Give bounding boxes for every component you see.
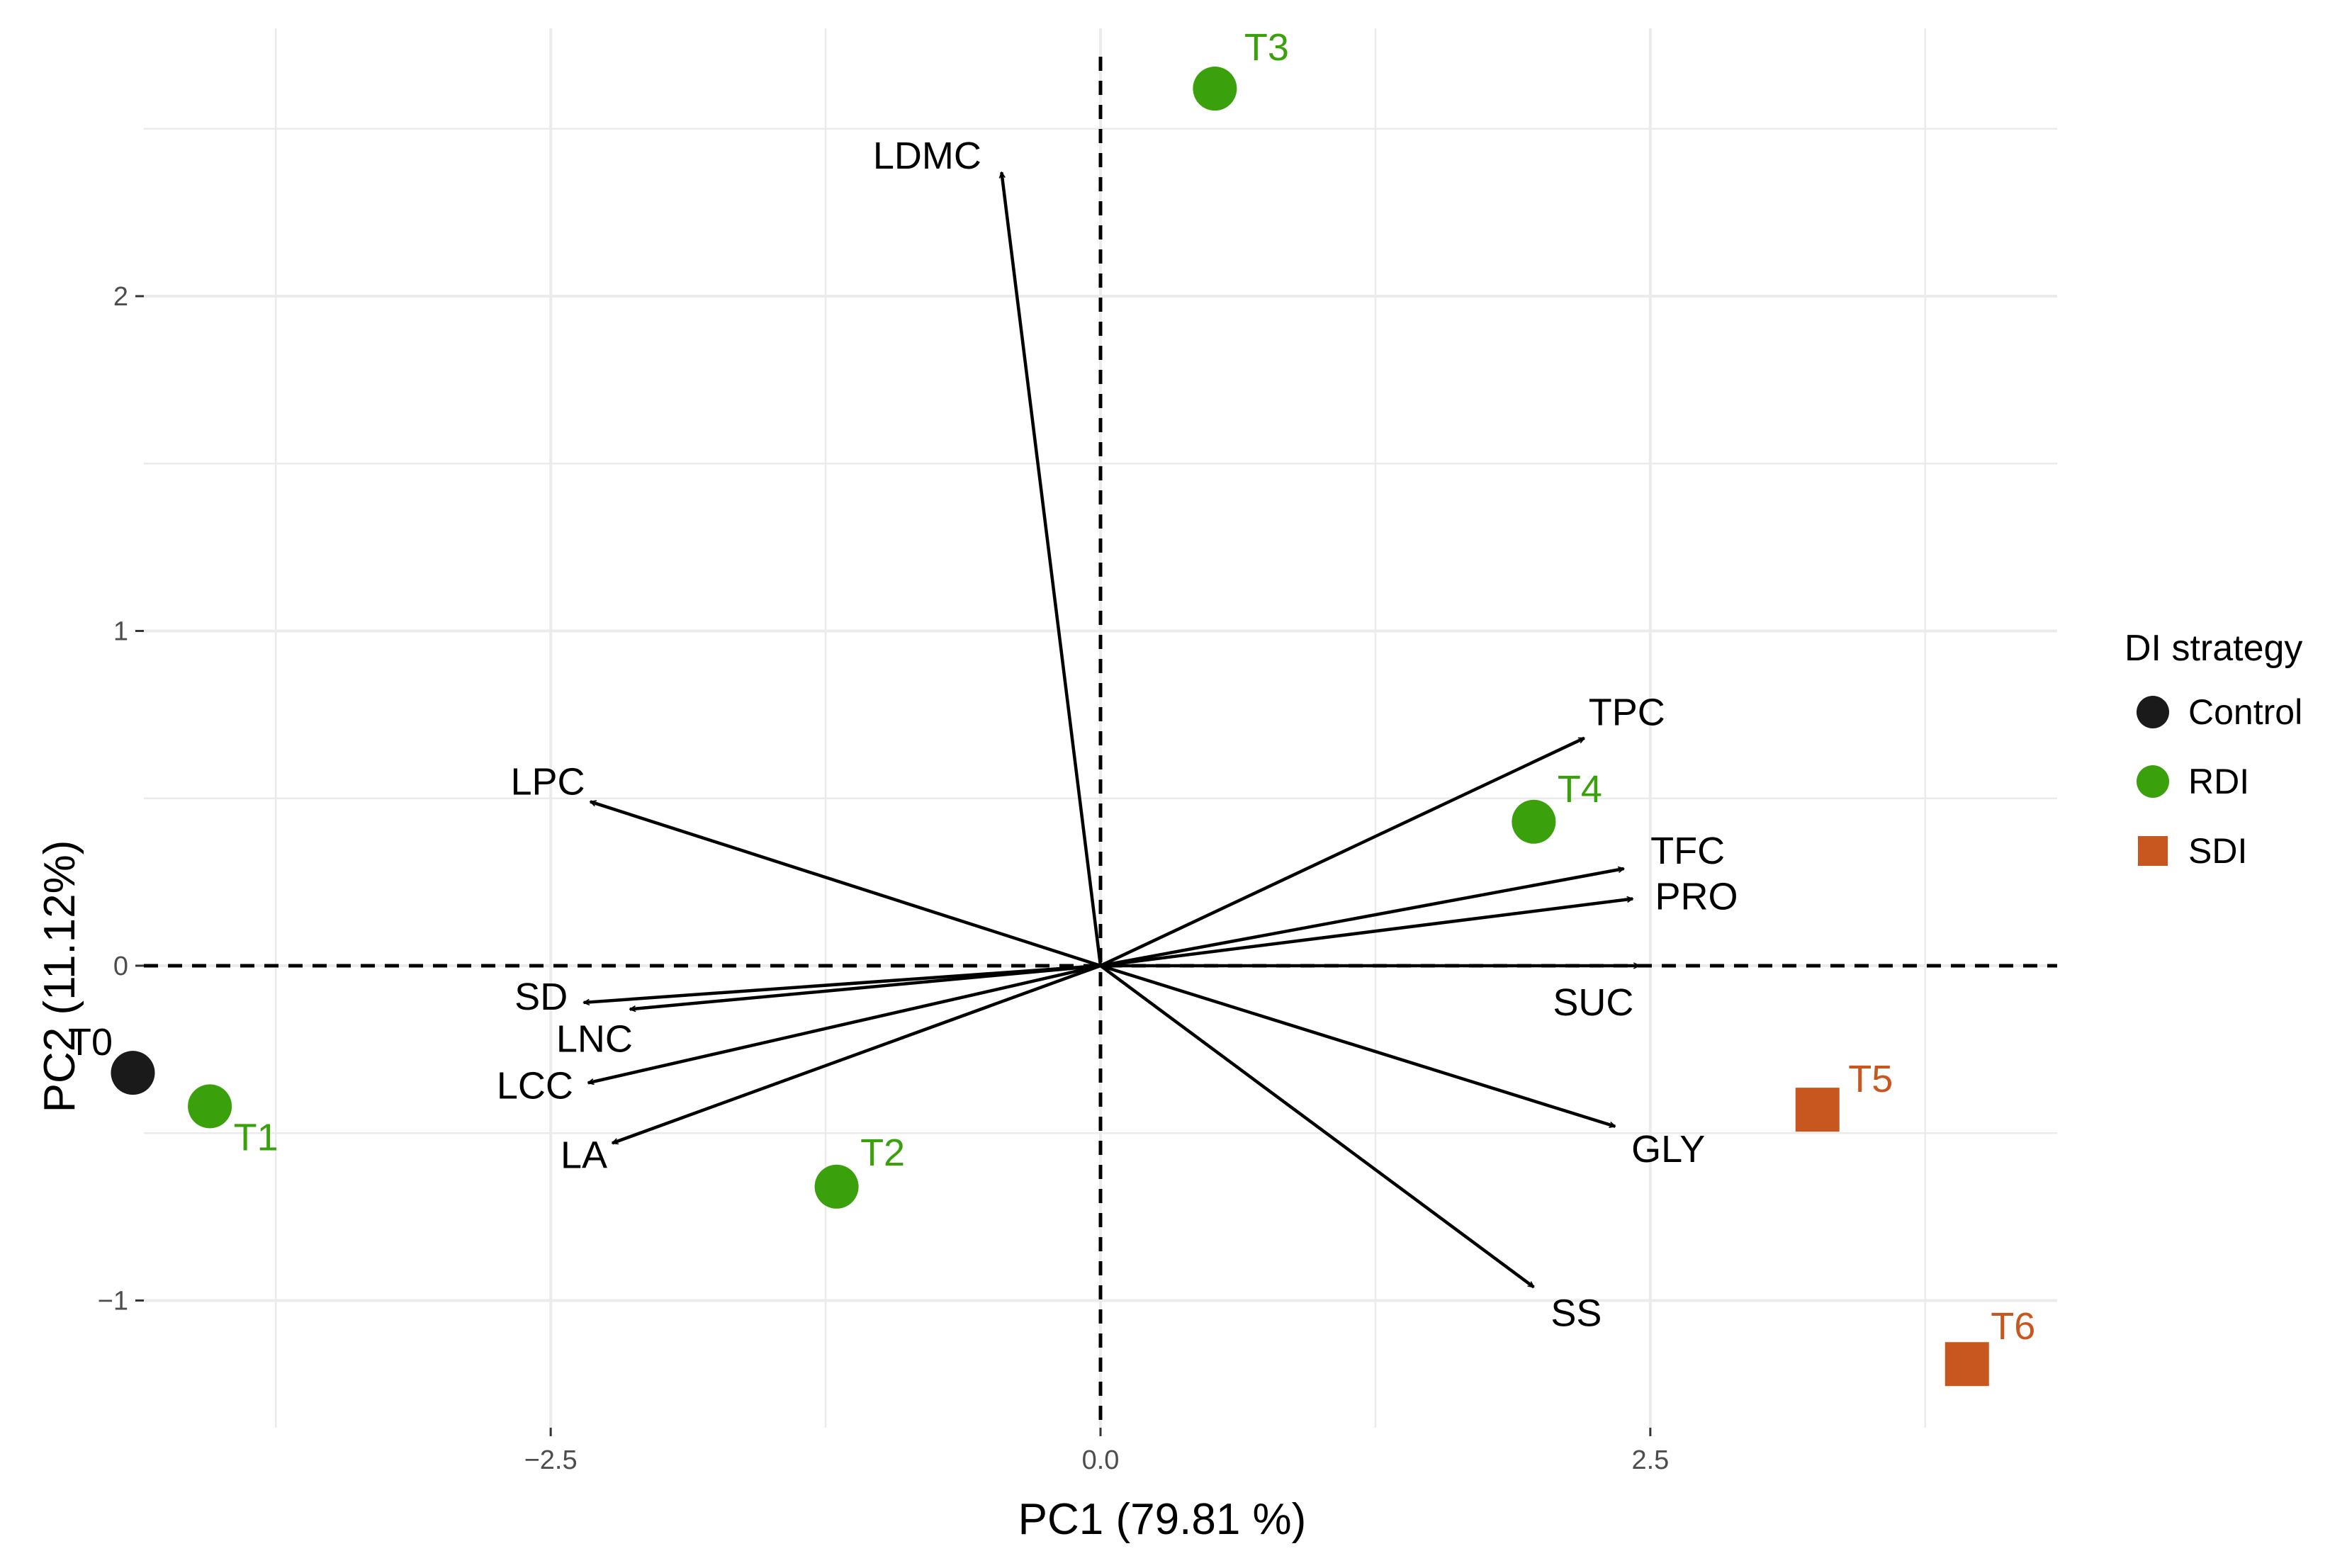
point-label: T5 bbox=[1848, 1058, 1893, 1100]
loading-label: LA bbox=[561, 1134, 607, 1176]
loading-arrow bbox=[584, 964, 1101, 1003]
loading-arrow bbox=[1100, 964, 1615, 1127]
loading-label: TFC bbox=[1650, 830, 1725, 872]
point-label: T6 bbox=[1991, 1305, 2035, 1348]
x-tick-label: −2.5 bbox=[524, 1445, 578, 1475]
legend-key-circle bbox=[2137, 696, 2169, 728]
legend-key-circle bbox=[2137, 765, 2169, 798]
loading-label: PRO bbox=[1655, 875, 1738, 918]
loading-arrow bbox=[1100, 736, 1585, 968]
point-label: T3 bbox=[1244, 26, 1289, 69]
point-label: T0 bbox=[68, 1021, 113, 1064]
legend-label: SDI bbox=[2188, 831, 2247, 871]
x-tick-label: 2.5 bbox=[1631, 1445, 1669, 1475]
legend: DI strategy Control RDI SDI bbox=[2124, 628, 2302, 871]
loading-arrow bbox=[588, 964, 1101, 1083]
loading-suc: SUC bbox=[1101, 966, 1639, 1024]
loading-label: LPC bbox=[510, 760, 585, 803]
legend-item-sdi: SDI bbox=[2138, 831, 2247, 871]
point-marker bbox=[1512, 799, 1556, 844]
loading-pro: PRO bbox=[1100, 875, 1738, 968]
loading-lpc: LPC bbox=[510, 760, 1101, 968]
x-tick-label: 0.0 bbox=[1082, 1445, 1120, 1475]
legend-item-control: Control bbox=[2137, 692, 2302, 732]
score-points: T0 T1 T2 T3 T4 T5 T6 bbox=[68, 26, 2035, 1387]
point-marker bbox=[814, 1164, 859, 1209]
loading-arrow bbox=[1099, 964, 1533, 1289]
point-marker bbox=[1944, 1342, 1989, 1387]
loading-arrow bbox=[1100, 898, 1633, 968]
y-tick-label: 1 bbox=[113, 616, 128, 646]
y-tick-label: 0 bbox=[113, 952, 128, 981]
loading-sd: SD bbox=[514, 964, 1101, 1018]
legend-label: Control bbox=[2188, 692, 2302, 732]
y-axis-ticks: −1 0 1 2 bbox=[98, 282, 144, 1316]
loading-label: LDMC bbox=[873, 135, 981, 177]
legend-key-square bbox=[2138, 836, 2168, 866]
loading-ldmc: LDMC bbox=[873, 135, 1103, 966]
legend-title: DI strategy bbox=[2124, 628, 2302, 669]
loading-arrow bbox=[590, 801, 1101, 968]
point-marker bbox=[1193, 67, 1237, 111]
point-label: T2 bbox=[860, 1132, 905, 1174]
loading-arrow bbox=[1001, 172, 1103, 966]
point-t4: T4 bbox=[1512, 768, 1602, 844]
y-tick-label: −1 bbox=[98, 1286, 128, 1316]
loading-label: SUC bbox=[1553, 981, 1633, 1024]
loading-gly: GLY bbox=[1100, 964, 1705, 1171]
point-label: T1 bbox=[234, 1116, 278, 1158]
legend-label: RDI bbox=[2188, 762, 2249, 801]
point-t2: T2 bbox=[814, 1132, 905, 1209]
y-axis-title: PC2 (11.12%) bbox=[35, 840, 84, 1113]
loading-lnc: LNC bbox=[556, 964, 1101, 1060]
x-axis-ticks: −2.5 0.0 2.5 bbox=[524, 1428, 1669, 1475]
point-t3: T3 bbox=[1193, 26, 1289, 111]
loading-tfc: TFC bbox=[1100, 830, 1725, 968]
x-axis-title: PC1 (79.81 %) bbox=[1018, 1495, 1307, 1544]
point-marker bbox=[1795, 1088, 1840, 1132]
loading-label: GLY bbox=[1631, 1128, 1705, 1171]
point-marker bbox=[188, 1084, 232, 1129]
point-marker bbox=[111, 1051, 155, 1095]
loading-arrow bbox=[630, 964, 1101, 1009]
loading-label: TPC bbox=[1589, 692, 1665, 734]
point-label: T4 bbox=[1558, 768, 1602, 811]
loading-label: SD bbox=[514, 976, 568, 1018]
legend-item-rdi: RDI bbox=[2137, 762, 2249, 801]
loading-lcc: LCC bbox=[497, 964, 1101, 1107]
loading-arrow bbox=[1100, 869, 1624, 968]
loading-arrow bbox=[612, 964, 1101, 1145]
loading-tpc: TPC bbox=[1100, 692, 1665, 968]
point-t0: T0 bbox=[68, 1021, 155, 1095]
loading-label: LCC bbox=[497, 1064, 573, 1107]
loading-la: LA bbox=[561, 964, 1101, 1176]
loading-label: SS bbox=[1550, 1292, 1602, 1335]
point-t5: T5 bbox=[1795, 1058, 1893, 1132]
y-tick-label: 2 bbox=[113, 282, 128, 312]
reference-lines bbox=[144, 57, 2057, 1428]
loading-ss: SS bbox=[1099, 964, 1602, 1335]
loading-label: LNC bbox=[556, 1017, 633, 1060]
point-t6: T6 bbox=[1944, 1305, 2035, 1387]
point-t1: T1 bbox=[188, 1084, 278, 1158]
